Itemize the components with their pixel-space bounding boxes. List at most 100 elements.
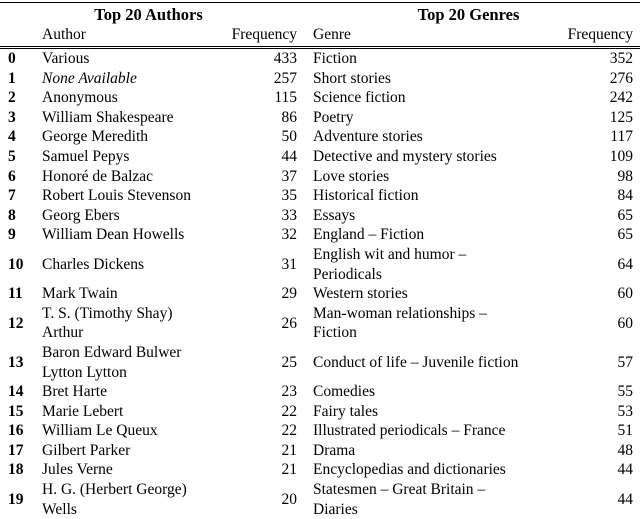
genre-cell: Detective and mystery stories	[313, 147, 497, 165]
genre-frequency-cell: 44	[617, 461, 634, 479]
genre-frequency-column-header: Frequency	[562, 25, 640, 49]
author-frequency-cell: 37	[281, 167, 298, 185]
table-row: 8 Georg Ebers 33 Essays 65	[0, 206, 640, 226]
genre-cell: Poetry	[313, 108, 354, 126]
table-row: 2 Anonymous 115 Science fiction 242	[0, 88, 640, 108]
author-cell: None Available	[42, 69, 137, 87]
genre-frequency-cell: 276	[609, 69, 633, 87]
genre-cell: Encyclopedias and dictionaries	[313, 461, 506, 479]
author-frequency-cell: 29	[281, 285, 298, 303]
author-frequency-cell: 23	[281, 383, 298, 401]
index-column-header	[0, 25, 36, 49]
author-frequency-cell: 115	[274, 89, 297, 107]
author-column-header: Author	[36, 25, 220, 49]
row-index-cell: 1	[8, 69, 16, 87]
genre-frequency-cell: 84	[617, 187, 634, 205]
author-cell: Mark Twain	[42, 285, 118, 303]
author-frequency-cell: 86	[281, 108, 298, 126]
author-cell: Samuel Pepys	[42, 147, 130, 165]
table-row: 18 Jules Verne 21 Encyclopedias and dict…	[0, 460, 640, 480]
row-index-cell: 0	[8, 50, 16, 67]
table-row: 16 William Le Queux 22 Illustrated perio…	[0, 421, 640, 441]
author-cell: Bret Harte	[42, 383, 107, 401]
genres-section-title: Top 20 Genres	[297, 2, 640, 25]
genre-cell: Statesmen – Great Britain – Diaries	[297, 480, 562, 519]
table-row: 0 Various 433 Fiction 352	[0, 48, 640, 69]
author-cell: Jules Verne	[42, 461, 113, 479]
table-row: 14 Bret Harte 23 Comedies 55	[0, 382, 640, 402]
genre-frequency-cell: 60	[617, 285, 634, 303]
author-cell: Honoré de Balzac	[42, 167, 154, 185]
genre-cell: Adventure stories	[313, 128, 423, 146]
author-frequency-cell: 35	[281, 187, 298, 205]
genre-cell: Illustrated periodicals – France	[313, 422, 506, 440]
row-index-cell: 17	[8, 441, 24, 459]
table-row: 7 Robert Louis Stevenson 35 Historical f…	[0, 186, 640, 206]
genre-cell: Fairy tales	[313, 402, 378, 420]
table-row: 5 Samuel Pepys 44 Detective and mystery …	[0, 147, 640, 167]
genre-frequency-cell: 64	[617, 255, 634, 273]
genre-frequency-cell: 57	[617, 353, 634, 371]
genre-cell: Essays	[313, 206, 356, 224]
genre-frequency-cell: 117	[610, 128, 633, 146]
author-frequency-cell: 33	[281, 206, 298, 224]
author-frequency-cell: 433	[273, 50, 297, 67]
table-row: 17 Gilbert Parker 21 Drama 48	[0, 441, 640, 461]
row-index-cell: 18	[8, 461, 24, 479]
genre-frequency-cell: 48	[617, 441, 634, 459]
genre-frequency-cell: 51	[617, 422, 634, 440]
author-cell: Marie Lebert	[42, 402, 124, 420]
row-index-cell: 4	[8, 128, 16, 146]
author-cell: Various	[42, 50, 90, 67]
author-frequency-cell: 21	[281, 441, 298, 459]
table-header: Top 20 Authors Top 20 Genres Author Freq…	[0, 2, 640, 49]
genre-cell: Conduct of life – Juvenile fiction	[313, 353, 519, 371]
row-index-cell: 15	[8, 402, 24, 420]
genre-frequency-cell: 98	[617, 167, 634, 185]
genre-frequency-cell: 125	[609, 108, 633, 126]
table-row: 4 George Meredith 50 Adventure stories 1…	[0, 127, 640, 147]
table-row: 15 Marie Lebert 22 Fairy tales 53	[0, 402, 640, 422]
table-row: 6 Honoré de Balzac 37 Love stories 98	[0, 167, 640, 187]
genre-frequency-cell: 109	[609, 147, 633, 165]
genre-frequency-cell: 53	[617, 402, 634, 420]
table-row: 3 William Shakespeare 86 Poetry 125	[0, 108, 640, 128]
row-index-cell: 2	[8, 89, 16, 107]
author-cell: Georg Ebers	[42, 206, 120, 224]
author-cell: William Dean Howells	[42, 226, 185, 244]
table-row: 19 H. G. (Herbert George) Wells 20 State…	[0, 480, 640, 519]
row-index-cell: 10	[8, 255, 24, 273]
row-index-cell: 14	[8, 383, 24, 401]
genre-cell: England – Fiction	[313, 226, 425, 244]
author-frequency-cell: 22	[281, 402, 298, 420]
genre-column-header: Genre	[297, 25, 562, 49]
author-frequency-cell: 25	[281, 353, 298, 371]
genre-cell: Short stories	[313, 69, 391, 87]
genre-frequency-cell: 65	[617, 206, 634, 224]
genre-frequency-cell: 60	[617, 314, 634, 332]
table-row: 13 Baron Edward Bulwer Lytton Lytton 25 …	[0, 343, 640, 382]
author-frequency-cell: 20	[220, 480, 297, 519]
row-index-cell: 5	[8, 147, 16, 165]
author-cell: Baron Edward Bulwer Lytton Lytton	[42, 343, 182, 381]
column-header-row: Author Frequency Genre Frequency	[0, 25, 640, 49]
genre-cell: Love stories	[313, 167, 390, 185]
table-row: 1 None Available 257 Short stories 276	[0, 69, 640, 89]
author-frequency-cell: 26	[281, 314, 298, 332]
author-cell: Robert Louis Stevenson	[42, 187, 191, 205]
genre-cell: Western stories	[313, 285, 408, 303]
genre-cell: Fiction	[313, 50, 357, 67]
author-cell: T. S. (Timothy Shay) Arthur	[42, 304, 173, 342]
author-frequency-cell: 31	[281, 255, 298, 273]
genre-frequency-cell: 65	[617, 226, 634, 244]
genre-cell: Drama	[313, 441, 356, 459]
genre-frequency-cell: 55	[617, 383, 634, 401]
table-row: 12 T. S. (Timothy Shay) Arthur 26 Man-wo…	[0, 304, 640, 343]
genre-cell: Science fiction	[313, 89, 406, 107]
genre-cell: Historical fiction	[313, 187, 419, 205]
author-cell: H. G. (Herbert George) Wells	[36, 480, 220, 519]
author-cell: William Shakespeare	[42, 108, 174, 126]
author-cell: Charles Dickens	[42, 255, 145, 273]
